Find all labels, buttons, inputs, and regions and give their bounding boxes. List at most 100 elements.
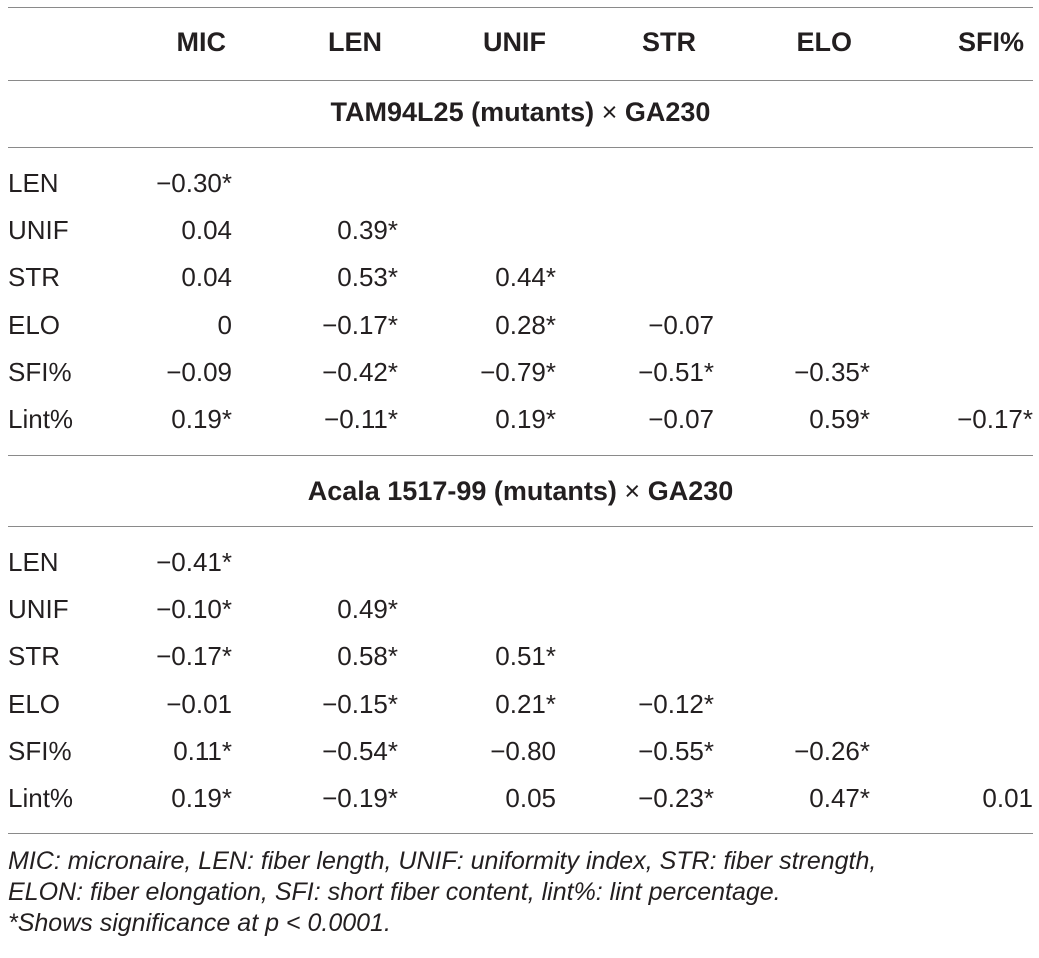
table-cell: −0.11*: [324, 404, 398, 434]
table-cell: −0.15*: [322, 688, 398, 719]
footnote-line: ELON: fiber elongation, SFI: short fiber…: [8, 878, 781, 906]
table-cell: [893, 681, 1033, 727]
table-cell: −0.30*: [156, 168, 232, 198]
group-2-title-rule: [8, 526, 1033, 527]
header-bottom-rule: [8, 80, 1033, 81]
column-header-sfi: SFI%: [957, 27, 1024, 57]
table-cell: 0.59*: [809, 404, 870, 434]
table-cell: −0.17*: [957, 404, 1033, 434]
table-cell: 0.01: [982, 783, 1033, 813]
group-title-parent: GA230: [624, 97, 711, 127]
table-cell: 0.49*: [337, 594, 398, 625]
table-cell: −0.01: [166, 688, 232, 719]
table-cell: [730, 633, 870, 679]
table-cell: 0.53*: [337, 262, 398, 293]
table-cell: 0.04: [181, 262, 232, 293]
table-cell: [258, 160, 398, 206]
column-header-elo: ELO: [796, 27, 852, 57]
table-row: ELO 0 −0.17* 0.28* −0.07: [0, 302, 1039, 348]
row-label: UNIF: [8, 594, 69, 625]
cross-symbol: ×: [601, 97, 618, 127]
table-cell: [574, 586, 714, 632]
table-cell: 0.19*: [495, 404, 556, 434]
table-row: SFI% 0.11* −0.54* −0.80 −0.55* −0.26*: [0, 728, 1039, 774]
table-cell: −0.23*: [638, 783, 714, 813]
table-cell: −0.17*: [156, 641, 232, 672]
footnote-line: MIC: micronaire, LEN: fiber length, UNIF…: [8, 847, 877, 875]
table-cell: 0.19*: [171, 404, 232, 434]
table-cell: −0.10*: [156, 594, 232, 625]
table-cell: [730, 539, 870, 585]
table-cell: 0.51*: [495, 641, 556, 672]
table-row: UNIF −0.10* 0.49*: [0, 586, 1039, 632]
table-cell: 0.21*: [495, 688, 556, 719]
row-label: ELO: [8, 309, 61, 340]
row-label: Lint%: [8, 783, 74, 813]
group-1-title-rule: [8, 147, 1033, 148]
table-row: Lint% 0.19* −0.19* 0.05 −0.23* 0.47* 0.01: [0, 775, 1039, 821]
table-cell: −0.79*: [480, 356, 556, 387]
row-label: ELO: [8, 688, 61, 719]
table-cell: 0.11*: [173, 735, 232, 766]
table-row: UNIF 0.04 0.39*: [0, 207, 1039, 253]
group-title-parent: GA230: [647, 476, 734, 506]
table-cell: −0.17*: [322, 309, 398, 340]
table-cell: [416, 586, 556, 632]
table-cell: −0.54*: [322, 735, 398, 766]
table-cell: [258, 539, 398, 585]
row-label: SFI%: [8, 735, 72, 766]
table-cell: [574, 160, 714, 206]
table-cell: −0.26*: [794, 735, 870, 766]
table-cell: 0.05: [505, 783, 556, 813]
table-cell: [416, 539, 556, 585]
table-cell: [574, 254, 714, 300]
row-label: STR: [8, 641, 60, 672]
table-cell: −0.51*: [638, 356, 714, 387]
table-cell: −0.80: [490, 735, 556, 766]
table-cell: −0.35*: [794, 356, 870, 387]
cross-symbol: ×: [624, 476, 641, 506]
table-cell: [730, 681, 870, 727]
group-title-acala: Acala 1517-99 (mutants) × GA230: [8, 471, 1033, 511]
table-cell: [893, 586, 1033, 632]
table-cell: [893, 160, 1033, 206]
table-cell: 0.58*: [337, 641, 398, 672]
table-row: STR 0.04 0.53* 0.44*: [0, 254, 1039, 300]
table-cell: [893, 539, 1033, 585]
table-cell: [893, 633, 1033, 679]
table-cell: [893, 728, 1033, 774]
footnote-line: *Shows significance at p < 0.0001.: [8, 909, 391, 937]
table-cell: [730, 207, 870, 253]
table-cell: 0.47*: [809, 783, 870, 813]
row-label: LEN: [8, 168, 59, 198]
table-cell: −0.19*: [322, 783, 398, 813]
table-cell: [730, 586, 870, 632]
table-cell: [416, 207, 556, 253]
table-cell: −0.09: [166, 356, 232, 387]
table-cell: [893, 349, 1033, 395]
table-cell: 0.28*: [495, 309, 556, 340]
group-title-name: TAM94L25 (mutants): [330, 97, 595, 127]
row-label: Lint%: [8, 404, 74, 434]
row-label: SFI%: [8, 356, 72, 387]
table-cell: [730, 302, 870, 348]
table-row: LEN −0.41*: [0, 539, 1039, 585]
group-title-name: Acala 1517-99 (mutants): [307, 476, 617, 506]
table-row: STR −0.17* 0.58* 0.51*: [0, 633, 1039, 679]
table-cell: 0.04: [181, 215, 232, 246]
table-cell: −0.07: [648, 309, 714, 340]
table-top-rule: [8, 7, 1033, 8]
row-label: STR: [8, 262, 60, 293]
table-cell: [574, 207, 714, 253]
table-row: Lint% 0.19* −0.11* 0.19* −0.07 0.59* −0.17*: [0, 396, 1039, 442]
table-footnote: MIC: micronaire, LEN: fiber length, UNIF…: [8, 846, 1033, 939]
table-cell: [730, 254, 870, 300]
row-label: UNIF: [8, 215, 69, 246]
table-row: ELO −0.01 −0.15* 0.21* −0.12*: [0, 681, 1039, 727]
table-cell: 0.44*: [495, 262, 556, 293]
table-cell: −0.42*: [322, 356, 398, 387]
table-cell: [893, 302, 1033, 348]
table-cell: −0.12*: [638, 688, 714, 719]
column-header-len: LEN: [328, 27, 382, 57]
table-cell: [893, 207, 1033, 253]
